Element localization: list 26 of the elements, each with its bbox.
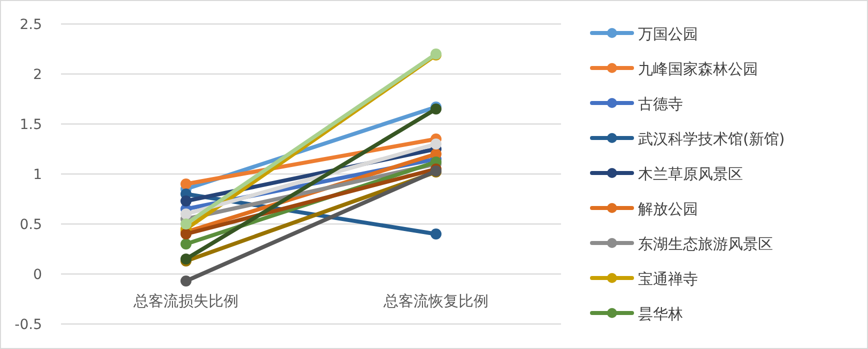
y-tick-label: 1: [33, 167, 42, 183]
y-tick-label: 1.5: [20, 117, 42, 133]
point: [430, 138, 442, 150]
legend-label: 九峰国家森林公园: [638, 60, 758, 78]
legend-label: 万国公园: [638, 25, 698, 43]
point: [180, 208, 192, 220]
legend-label: 古德寺: [638, 95, 683, 113]
point: [180, 276, 192, 286]
y-tick-label: 2: [33, 67, 42, 83]
legend-label: 东湖生态旅游风景区: [638, 235, 773, 253]
x-tick-label: 总客流损失比例: [132, 292, 238, 310]
x-tick-label: 总客流恢复比例: [382, 292, 488, 310]
y-tick-label: 2.5: [20, 17, 42, 33]
y-tick-label: -0.5: [14, 317, 42, 333]
legend-label: 昙华林: [638, 305, 683, 323]
legend-label: 武汉科学技术馆(新馆): [638, 130, 785, 148]
point: [430, 228, 442, 240]
y-tick-label: 0: [33, 267, 42, 283]
point: [180, 238, 192, 250]
legend-label: 宝通禅寺: [638, 270, 698, 288]
point: [180, 178, 192, 190]
legend-label: 解放公园: [638, 200, 698, 218]
point: [180, 196, 192, 206]
point: [180, 218, 192, 230]
legend-label: 木兰草原风景区: [638, 165, 743, 183]
y-tick-label: 0.5: [20, 217, 42, 233]
